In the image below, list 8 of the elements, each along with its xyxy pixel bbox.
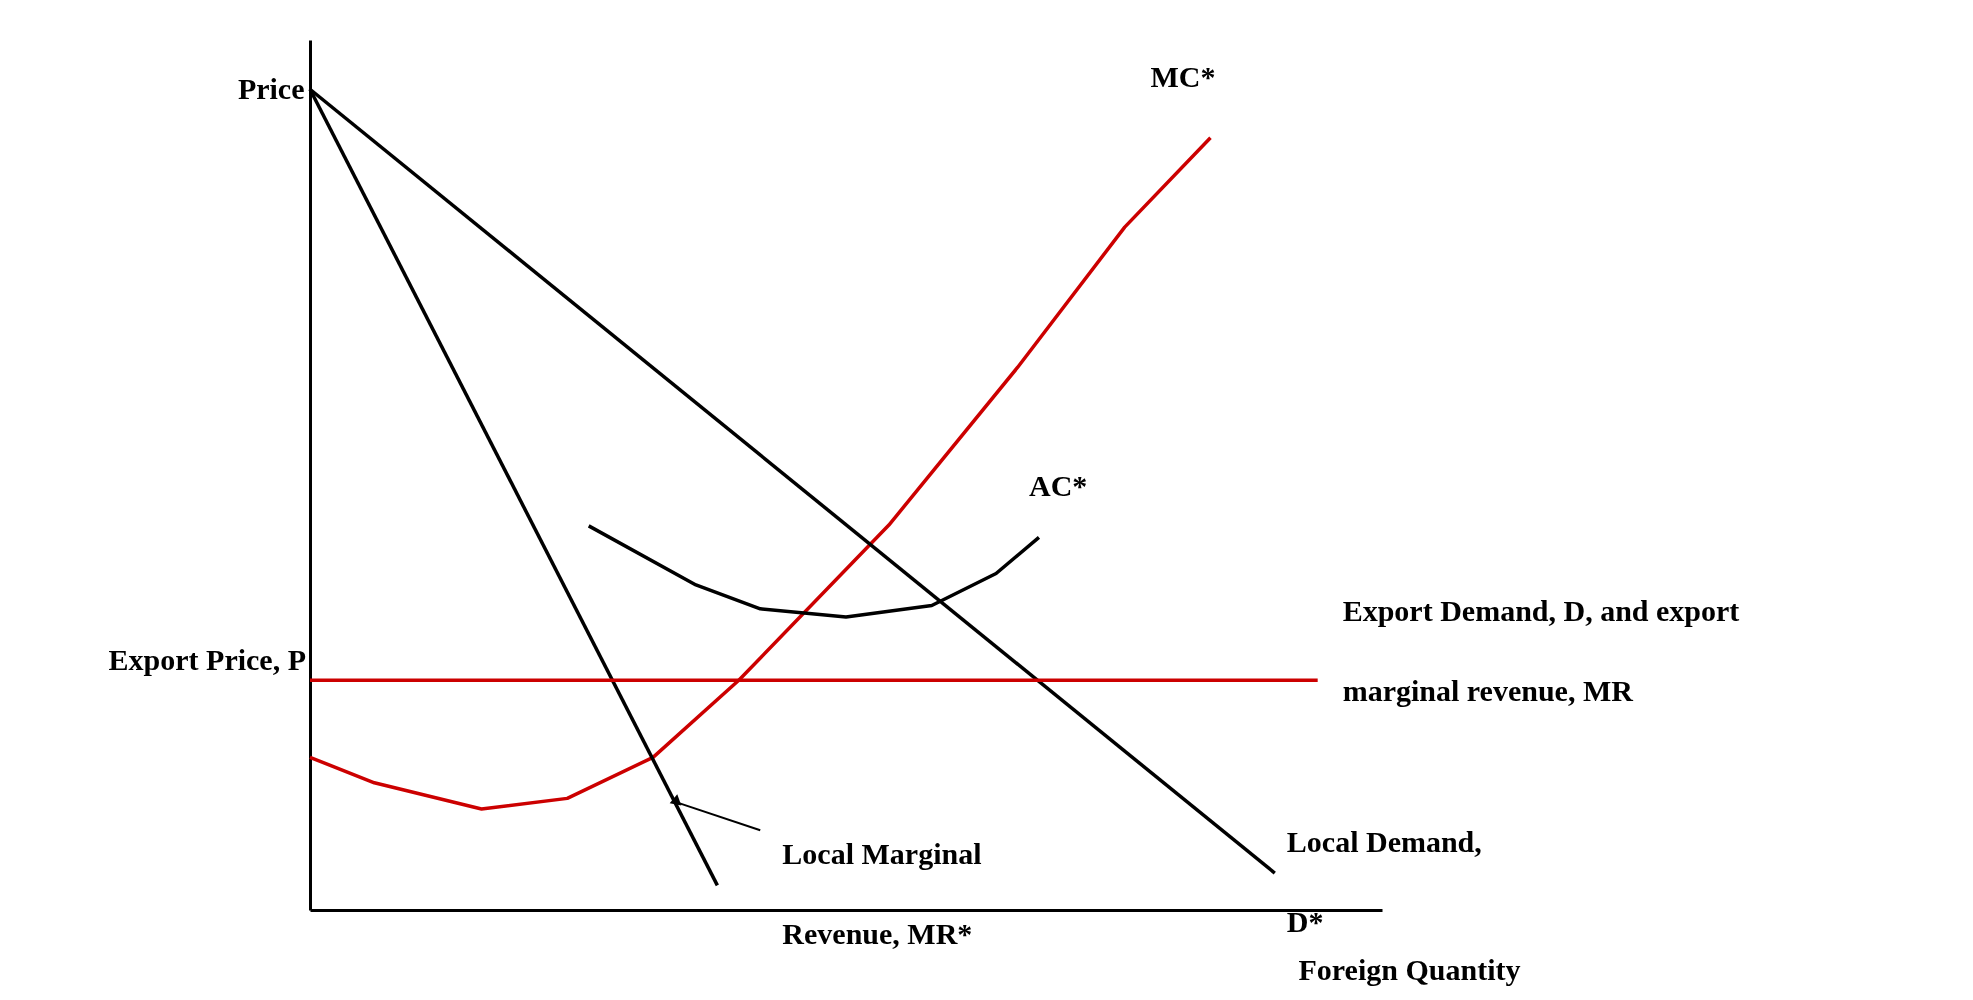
text: Export Price, P (108, 643, 306, 677)
text: Local Marginal Revenue, MR* (782, 837, 982, 951)
text: Local Demand, D* (1286, 825, 1482, 939)
text: Export Demand, D, and export marginal revenue, MR (1342, 594, 1740, 708)
series-label: MC* (1150, 59, 1216, 93)
x-axis-title: Foreign Quantity (1298, 952, 1521, 986)
series-label: AC* (1028, 469, 1088, 503)
y-axis-title: Price (237, 71, 305, 105)
